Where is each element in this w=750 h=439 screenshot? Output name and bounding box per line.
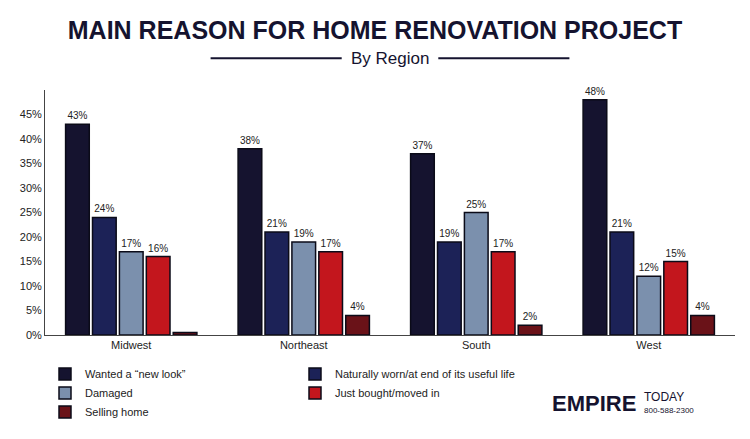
svg-text:35%: 35% [20, 157, 42, 169]
svg-text:4%: 4% [695, 301, 710, 312]
svg-text:Wanted a “new look”: Wanted a “new look” [85, 368, 186, 380]
svg-text:19%: 19% [294, 228, 314, 239]
svg-text:0%: 0% [26, 329, 42, 341]
svg-text:4%: 4% [350, 301, 365, 312]
svg-text:20%: 20% [20, 231, 42, 243]
svg-text:21%: 21% [267, 218, 287, 229]
svg-text:By Region: By Region [351, 49, 429, 68]
svg-text:2%: 2% [523, 311, 538, 322]
svg-text:43%: 43% [67, 110, 87, 121]
svg-text:Just bought/moved in: Just bought/moved in [335, 387, 440, 399]
svg-text:MAIN REASON FOR HOME RENOVATIO: MAIN REASON FOR HOME RENOVATION PROJECT [68, 16, 682, 44]
svg-text:5%: 5% [26, 304, 42, 316]
svg-text:Naturally worn/at end of its u: Naturally worn/at end of its useful life [335, 368, 515, 380]
svg-text:Damaged: Damaged [85, 387, 133, 399]
svg-text:Selling home: Selling home [85, 406, 149, 418]
svg-text:45%: 45% [20, 108, 42, 120]
svg-text:16%: 16% [148, 243, 168, 254]
svg-text:800-588-2300: 800-588-2300 [644, 406, 694, 415]
svg-text:25%: 25% [20, 206, 42, 218]
svg-text:37%: 37% [412, 140, 432, 151]
svg-text:10%: 10% [20, 280, 42, 292]
svg-text:Northeast: Northeast [280, 339, 328, 351]
svg-text:15%: 15% [20, 255, 42, 267]
svg-text:15%: 15% [666, 248, 686, 259]
svg-text:Midwest: Midwest [111, 339, 151, 351]
svg-text:South: South [462, 339, 491, 351]
svg-text:21%: 21% [612, 218, 632, 229]
svg-text:48%: 48% [585, 86, 605, 97]
svg-text:25%: 25% [466, 199, 486, 210]
svg-text:24%: 24% [94, 203, 114, 214]
svg-text:40%: 40% [20, 133, 42, 145]
svg-text:EMPIRE: EMPIRE [552, 391, 636, 416]
svg-text:12%: 12% [639, 262, 659, 273]
svg-text:30%: 30% [20, 182, 42, 194]
svg-text:17%: 17% [321, 238, 341, 249]
svg-text:TODAY: TODAY [644, 390, 684, 404]
svg-text:17%: 17% [493, 238, 513, 249]
svg-text:19%: 19% [439, 228, 459, 239]
svg-text:West: West [636, 339, 661, 351]
svg-text:38%: 38% [240, 135, 260, 146]
svg-text:17%: 17% [121, 238, 141, 249]
